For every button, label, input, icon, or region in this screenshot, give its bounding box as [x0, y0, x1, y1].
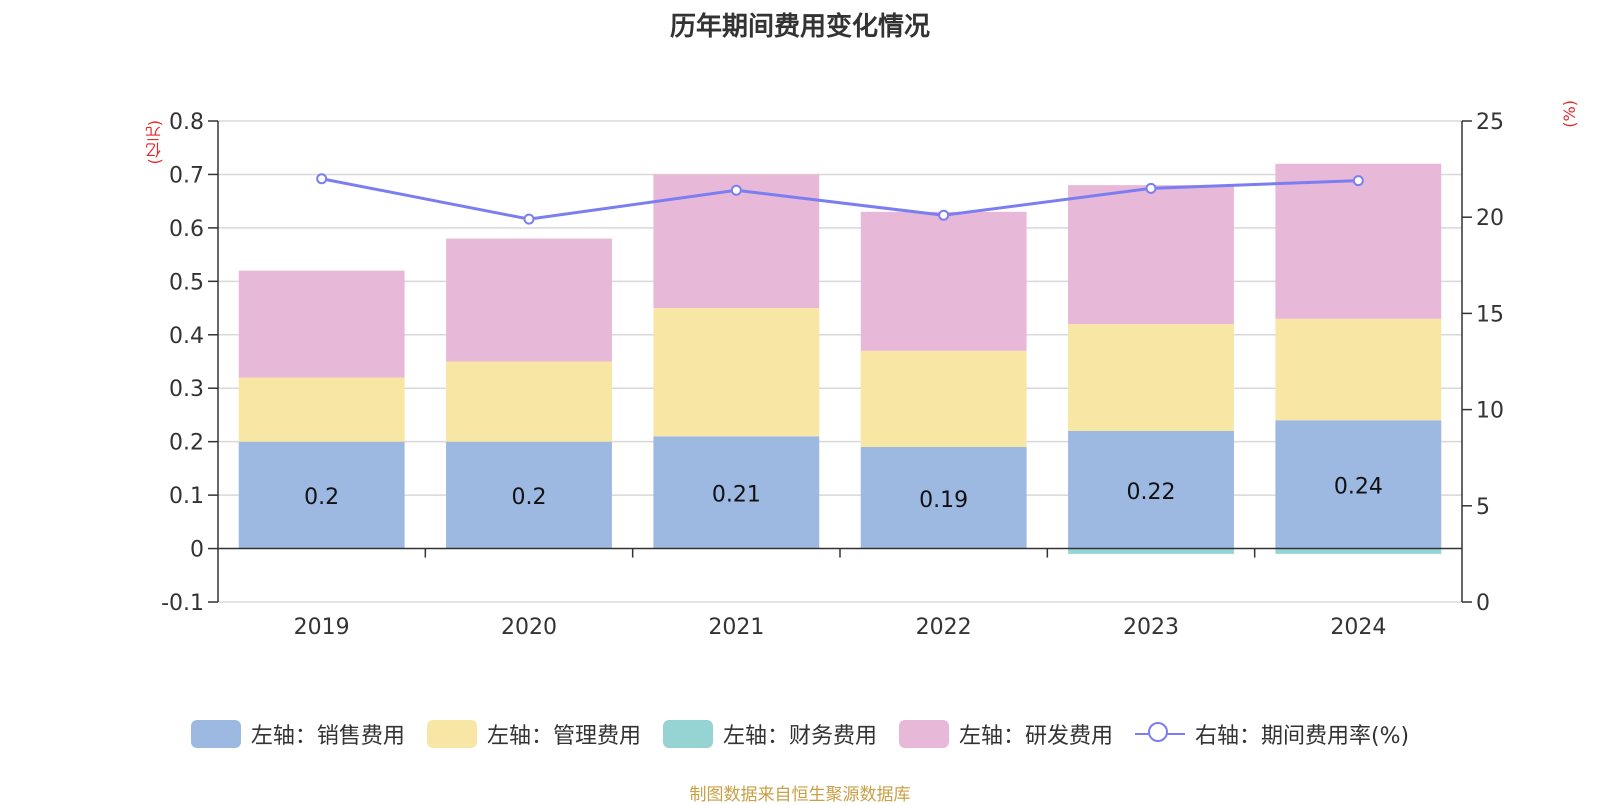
rate-point	[1352, 175, 1364, 187]
legend-item-finance[interactable]: 左轴：财务费用	[662, 718, 877, 750]
bar-rd	[1275, 163, 1442, 319]
bar-admin	[653, 308, 820, 437]
legend-swatch-rd	[898, 720, 949, 748]
rate-point	[938, 209, 950, 221]
left-tick-label: 0.1	[169, 484, 204, 509]
left-tick-label: 0.5	[169, 270, 204, 295]
bar-rd	[860, 211, 1027, 351]
legend-swatch-rate	[1134, 720, 1185, 748]
bar-sales	[238, 441, 405, 549]
data-source-note: 制图数据来自恒生聚源数据库	[689, 785, 911, 805]
left-tick-label: 0	[190, 538, 204, 563]
chart-title: 历年期间费用变化情况	[669, 12, 930, 42]
bar-finance	[1275, 548, 1442, 554]
bar-sales	[860, 447, 1027, 549]
right-tick-label: 20	[1476, 206, 1504, 231]
bar-data-label: 0.2	[512, 485, 547, 510]
bar-admin	[238, 377, 405, 442]
bar-rd	[446, 238, 612, 362]
left-tick-label: 0.2	[169, 431, 204, 456]
legend-swatch-admin	[426, 720, 477, 748]
bar-finance	[1068, 548, 1234, 554]
legend-label-finance: 左轴：财务费用	[722, 724, 877, 749]
bar-sales	[446, 441, 612, 549]
bar-sales	[653, 436, 820, 549]
x-tick-label: 2021	[708, 615, 764, 640]
bar-sales	[1068, 430, 1234, 549]
legend-item-rate[interactable]: 右轴：期间费用率(%)	[1134, 718, 1410, 750]
bar-data-label: 0.2	[304, 485, 339, 510]
bar-rd	[238, 270, 405, 378]
x-tick-label: 2020	[501, 615, 557, 640]
bar-rd	[1068, 185, 1234, 325]
bar-sales	[1275, 420, 1442, 549]
right-tick-label: 0	[1476, 591, 1490, 616]
legend: 左轴：销售费用 左轴：管理费用 左轴：财务费用 左轴：研发费用 右轴：期间费用率…	[0, 718, 1600, 750]
left-tick-label: 0.7	[169, 163, 204, 188]
rate-point	[1145, 182, 1157, 194]
left-tick-label: 0.8	[169, 110, 204, 135]
bar-admin	[860, 350, 1027, 448]
legend-label-rate: 右轴：期间费用率(%)	[1194, 724, 1410, 749]
bar-data-label: 0.22	[1127, 480, 1176, 505]
legend-item-admin[interactable]: 左轴：管理费用	[426, 718, 641, 750]
bar-admin	[1068, 324, 1234, 431]
legend-label-sales: 左轴：销售费用	[250, 724, 405, 749]
x-tick-label: 2024	[1330, 615, 1386, 640]
right-tick-label: 10	[1476, 399, 1504, 424]
bar-data-label: 0.24	[1334, 474, 1383, 499]
right-tick-label: 25	[1476, 110, 1504, 135]
legend-item-rd[interactable]: 左轴：研发费用	[898, 718, 1113, 750]
rate-point	[316, 173, 328, 185]
left-tick-label: -0.1	[161, 591, 204, 616]
x-tick-label: 2019	[294, 615, 350, 640]
legend-swatch-finance	[662, 720, 713, 748]
right-tick-label: 15	[1476, 302, 1504, 327]
right-tick-label: 5	[1476, 495, 1490, 520]
rate-point	[730, 184, 742, 196]
legend-item-sales[interactable]: 左轴：销售费用	[190, 718, 405, 750]
rate-line	[321, 177, 1359, 221]
bar-admin	[1275, 318, 1442, 421]
x-tick-label: 2023	[1123, 615, 1179, 640]
bar-admin	[446, 361, 612, 442]
left-tick-label: 0.6	[169, 217, 204, 242]
legend-label-rd: 左轴：研发费用	[958, 724, 1113, 749]
legend-swatch-sales	[190, 720, 241, 748]
left-tick-label: 0.4	[169, 324, 204, 349]
legend-label-admin: 左轴：管理费用	[486, 724, 641, 749]
left-tick-label: 0.3	[169, 377, 204, 402]
bar-data-label: 0.19	[919, 488, 968, 513]
rate-point	[523, 213, 535, 225]
x-tick-label: 2022	[916, 615, 972, 640]
bar-data-label: 0.21	[712, 482, 761, 507]
